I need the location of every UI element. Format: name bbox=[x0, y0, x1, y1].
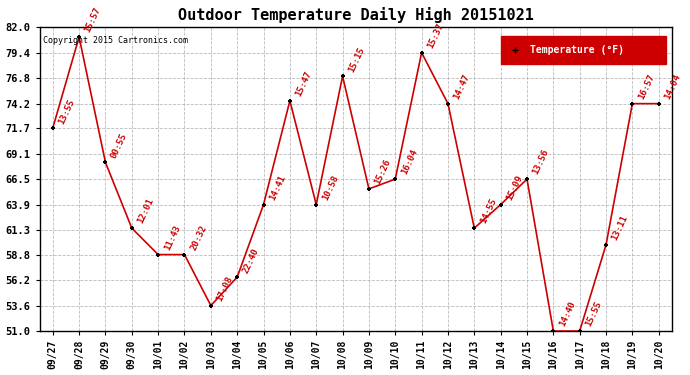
Text: 00:55: 00:55 bbox=[110, 132, 129, 160]
Point bbox=[390, 176, 401, 182]
Point bbox=[337, 73, 348, 79]
Text: 14:55: 14:55 bbox=[478, 197, 498, 225]
Text: 15:57: 15:57 bbox=[83, 6, 103, 34]
Point bbox=[100, 159, 111, 165]
Text: 14:04: 14:04 bbox=[663, 73, 682, 101]
Point bbox=[442, 100, 453, 106]
Text: 14:41: 14:41 bbox=[268, 174, 287, 202]
Text: 13:11: 13:11 bbox=[610, 214, 630, 242]
Text: 10:58: 10:58 bbox=[320, 174, 340, 202]
Text: 16:04: 16:04 bbox=[400, 148, 419, 176]
Point bbox=[206, 303, 217, 309]
Point bbox=[152, 252, 164, 258]
Text: 14:40: 14:40 bbox=[558, 300, 577, 328]
Text: 13:55: 13:55 bbox=[57, 97, 77, 125]
Point bbox=[522, 176, 533, 182]
Text: 15:37: 15:37 bbox=[426, 22, 445, 50]
Point bbox=[179, 252, 190, 258]
Point bbox=[74, 34, 85, 40]
Point bbox=[600, 242, 611, 248]
Text: 17:08: 17:08 bbox=[215, 274, 235, 303]
Point bbox=[495, 202, 506, 208]
Title: Outdoor Temperature Daily High 20151021: Outdoor Temperature Daily High 20151021 bbox=[178, 7, 533, 23]
Point bbox=[627, 100, 638, 106]
Point bbox=[548, 328, 559, 334]
Text: 15:55: 15:55 bbox=[584, 300, 603, 328]
Text: 16:57: 16:57 bbox=[637, 73, 656, 101]
Text: 20:32: 20:32 bbox=[188, 224, 208, 252]
Point bbox=[310, 202, 322, 208]
Text: 15:09: 15:09 bbox=[505, 174, 524, 202]
Point bbox=[653, 100, 664, 106]
Point bbox=[258, 202, 269, 208]
Point bbox=[47, 125, 58, 131]
Text: 15:47: 15:47 bbox=[294, 70, 313, 98]
Point bbox=[416, 50, 427, 55]
Point bbox=[574, 328, 585, 334]
Text: 12:01: 12:01 bbox=[136, 197, 155, 225]
Text: 22:40: 22:40 bbox=[241, 246, 261, 274]
Point bbox=[126, 225, 137, 231]
Text: 15:26: 15:26 bbox=[373, 158, 393, 186]
Text: Copyright 2015 Cartronics.com: Copyright 2015 Cartronics.com bbox=[43, 36, 188, 45]
Point bbox=[232, 274, 243, 280]
Text: 13:56: 13:56 bbox=[531, 148, 551, 176]
FancyBboxPatch shape bbox=[501, 36, 666, 64]
Point bbox=[284, 98, 295, 104]
Text: 15:15: 15:15 bbox=[347, 45, 366, 74]
Point bbox=[364, 186, 375, 192]
Text: Temperature (°F): Temperature (°F) bbox=[530, 45, 624, 55]
Text: 14:47: 14:47 bbox=[452, 73, 472, 101]
Point bbox=[469, 225, 480, 231]
Text: 11:43: 11:43 bbox=[162, 224, 182, 252]
